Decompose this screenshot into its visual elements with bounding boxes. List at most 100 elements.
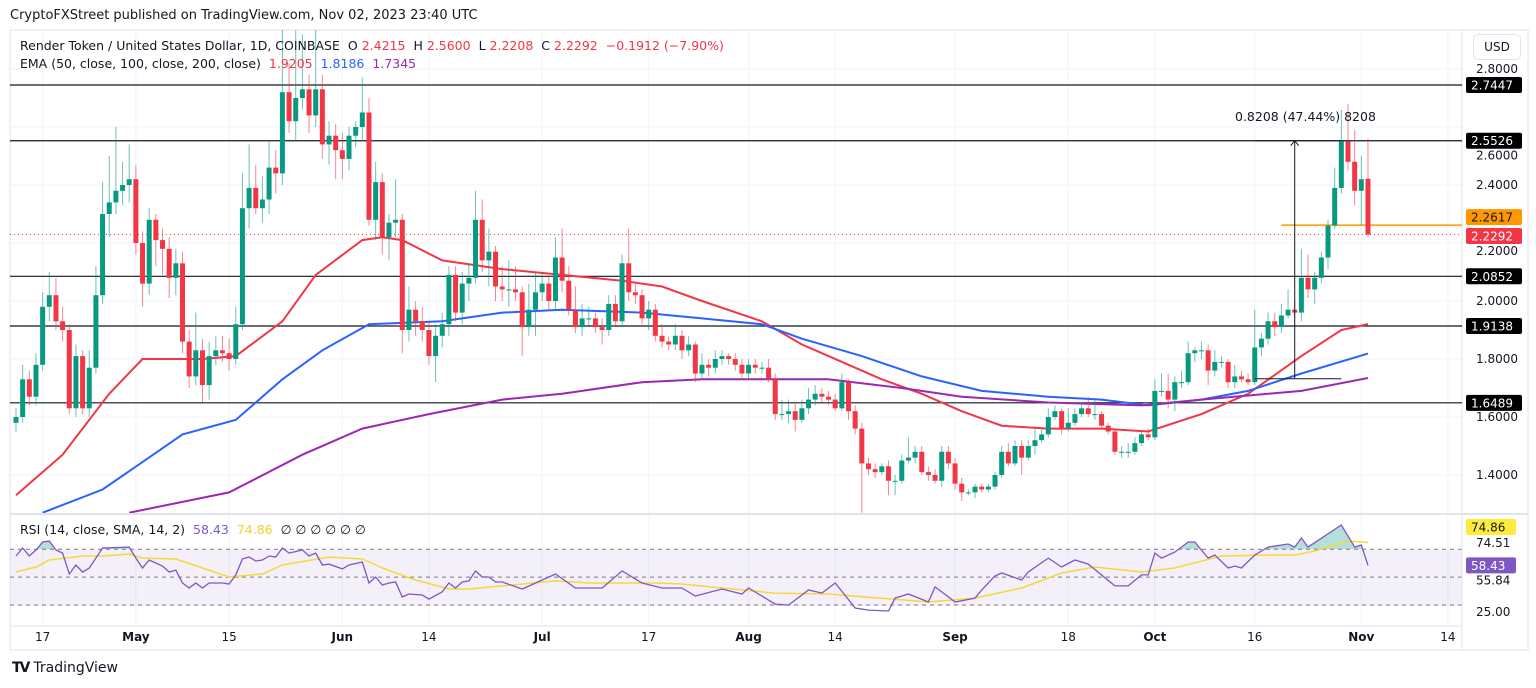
candle-body <box>1085 408 1091 415</box>
candle-body <box>1119 451 1125 453</box>
level-price-tag: 1.9138 <box>1471 319 1513 333</box>
time-tick-label: 14 <box>828 630 843 644</box>
price-axis[interactable]: 2.7447 2.5526 2.0852 1.9138 1.6489 2.2617 2.22… <box>1466 62 1522 619</box>
candle-body <box>113 190 119 203</box>
candle <box>1125 443 1131 458</box>
candle-body <box>1079 408 1085 415</box>
candle-body <box>859 428 865 464</box>
time-axis[interactable]: 17 May 15 Jun 14 Jul 17 Aug 14 Sep 18 Oct 16 Nov 14 <box>35 630 1456 644</box>
candle-body <box>1258 338 1264 348</box>
candle-body <box>86 367 92 409</box>
time-tick-label: 14 <box>421 630 436 644</box>
candle <box>473 190 479 284</box>
candle-body <box>985 486 991 490</box>
candle-body <box>46 295 52 307</box>
rsi-empty-values: ∅ ∅ ∅ ∅ ∅ ∅ <box>280 522 366 537</box>
price-tick-label: 2.2000 <box>1476 244 1518 258</box>
time-tick-label: Jul <box>533 630 551 644</box>
candle-body <box>1045 417 1051 435</box>
candle-body <box>586 318 592 320</box>
candle <box>539 272 545 301</box>
candle <box>219 335 225 362</box>
candle <box>1152 379 1158 441</box>
candle <box>646 301 652 330</box>
rsi-legend[interactable]: RSI (14, close, SMA, 14, 2) 58.43 74.86 … <box>20 522 370 537</box>
candle-body <box>1172 382 1178 400</box>
level-price-tag: 2.7447 <box>1471 79 1513 93</box>
candle <box>66 324 72 415</box>
level-price-tag: 1.6489 <box>1471 396 1513 410</box>
candle <box>1345 103 1351 171</box>
candle-body <box>999 451 1005 475</box>
candle-body <box>892 480 898 482</box>
rsi-lines <box>15 524 1369 612</box>
candle-body <box>433 335 439 357</box>
ohlc-low: L 2.2208 <box>479 38 534 53</box>
candle <box>859 422 865 513</box>
candle <box>932 469 938 484</box>
candle <box>566 266 572 316</box>
candle-body <box>945 451 951 464</box>
candle-body <box>819 393 825 397</box>
candle-body <box>206 356 212 386</box>
candle <box>446 266 452 336</box>
candle <box>1065 408 1071 432</box>
candle <box>1272 312 1278 336</box>
candle <box>772 373 778 420</box>
candle-body <box>1092 414 1098 416</box>
candle <box>1052 405 1058 420</box>
ema100-value: 1.8186 <box>320 56 365 71</box>
candle <box>699 353 705 380</box>
candle-body <box>359 112 365 127</box>
candle-body <box>826 396 832 400</box>
candle-body <box>473 219 479 278</box>
candle-body <box>20 379 26 417</box>
candle <box>1298 248 1304 322</box>
candle-body <box>339 150 345 159</box>
symbol-title[interactable]: Render Token / United States Dollar, 1D,… <box>20 38 340 53</box>
candle-body <box>60 321 66 330</box>
candle-body <box>1238 376 1244 380</box>
candle <box>686 335 692 357</box>
candle-body <box>1285 309 1291 316</box>
candle <box>1265 312 1271 345</box>
candle-body <box>912 451 918 458</box>
ohlc-high: H 2.5600 <box>413 38 470 53</box>
candle <box>1085 396 1091 417</box>
candle <box>206 341 212 400</box>
close-label: C <box>541 38 551 53</box>
candle-body <box>140 243 146 284</box>
candle <box>113 127 119 214</box>
candle <box>732 353 738 371</box>
candle <box>672 324 678 351</box>
candle <box>499 266 505 301</box>
candle <box>1145 428 1151 441</box>
candle <box>306 74 312 133</box>
candle-body <box>599 327 605 330</box>
time-tick-label: 14 <box>1440 630 1455 644</box>
level-price-tag-bg <box>1466 268 1522 285</box>
rsi-title[interactable]: RSI (14, close, SMA, 14, 2) <box>20 522 186 537</box>
candle-body <box>393 219 399 223</box>
measure-tool[interactable] <box>1254 139 1342 380</box>
open-value: 2.4215 <box>361 38 406 53</box>
candle <box>812 385 818 406</box>
currency-button[interactable]: USD <box>1473 34 1521 60</box>
candle <box>1005 443 1011 467</box>
candle <box>1332 167 1338 229</box>
candle-body <box>326 135 332 145</box>
tradingview-footer[interactable]: TV TradingView <box>12 660 118 676</box>
candle <box>313 30 319 127</box>
candle <box>1039 428 1045 444</box>
candle <box>839 373 845 412</box>
ema-legend[interactable]: EMA (50, close, 100, close, 200, close) … <box>20 56 420 71</box>
candle-body <box>1005 451 1011 464</box>
candle-body <box>1179 382 1184 384</box>
candle-body <box>180 263 185 342</box>
candle-body <box>466 277 472 284</box>
symbol-legend[interactable]: Render Token / United States Dollar, 1D,… <box>20 38 728 53</box>
ema-title[interactable]: EMA (50, close, 100, close, 200, close) <box>20 56 261 71</box>
candle-body <box>1105 425 1111 432</box>
candle-body <box>546 283 552 301</box>
